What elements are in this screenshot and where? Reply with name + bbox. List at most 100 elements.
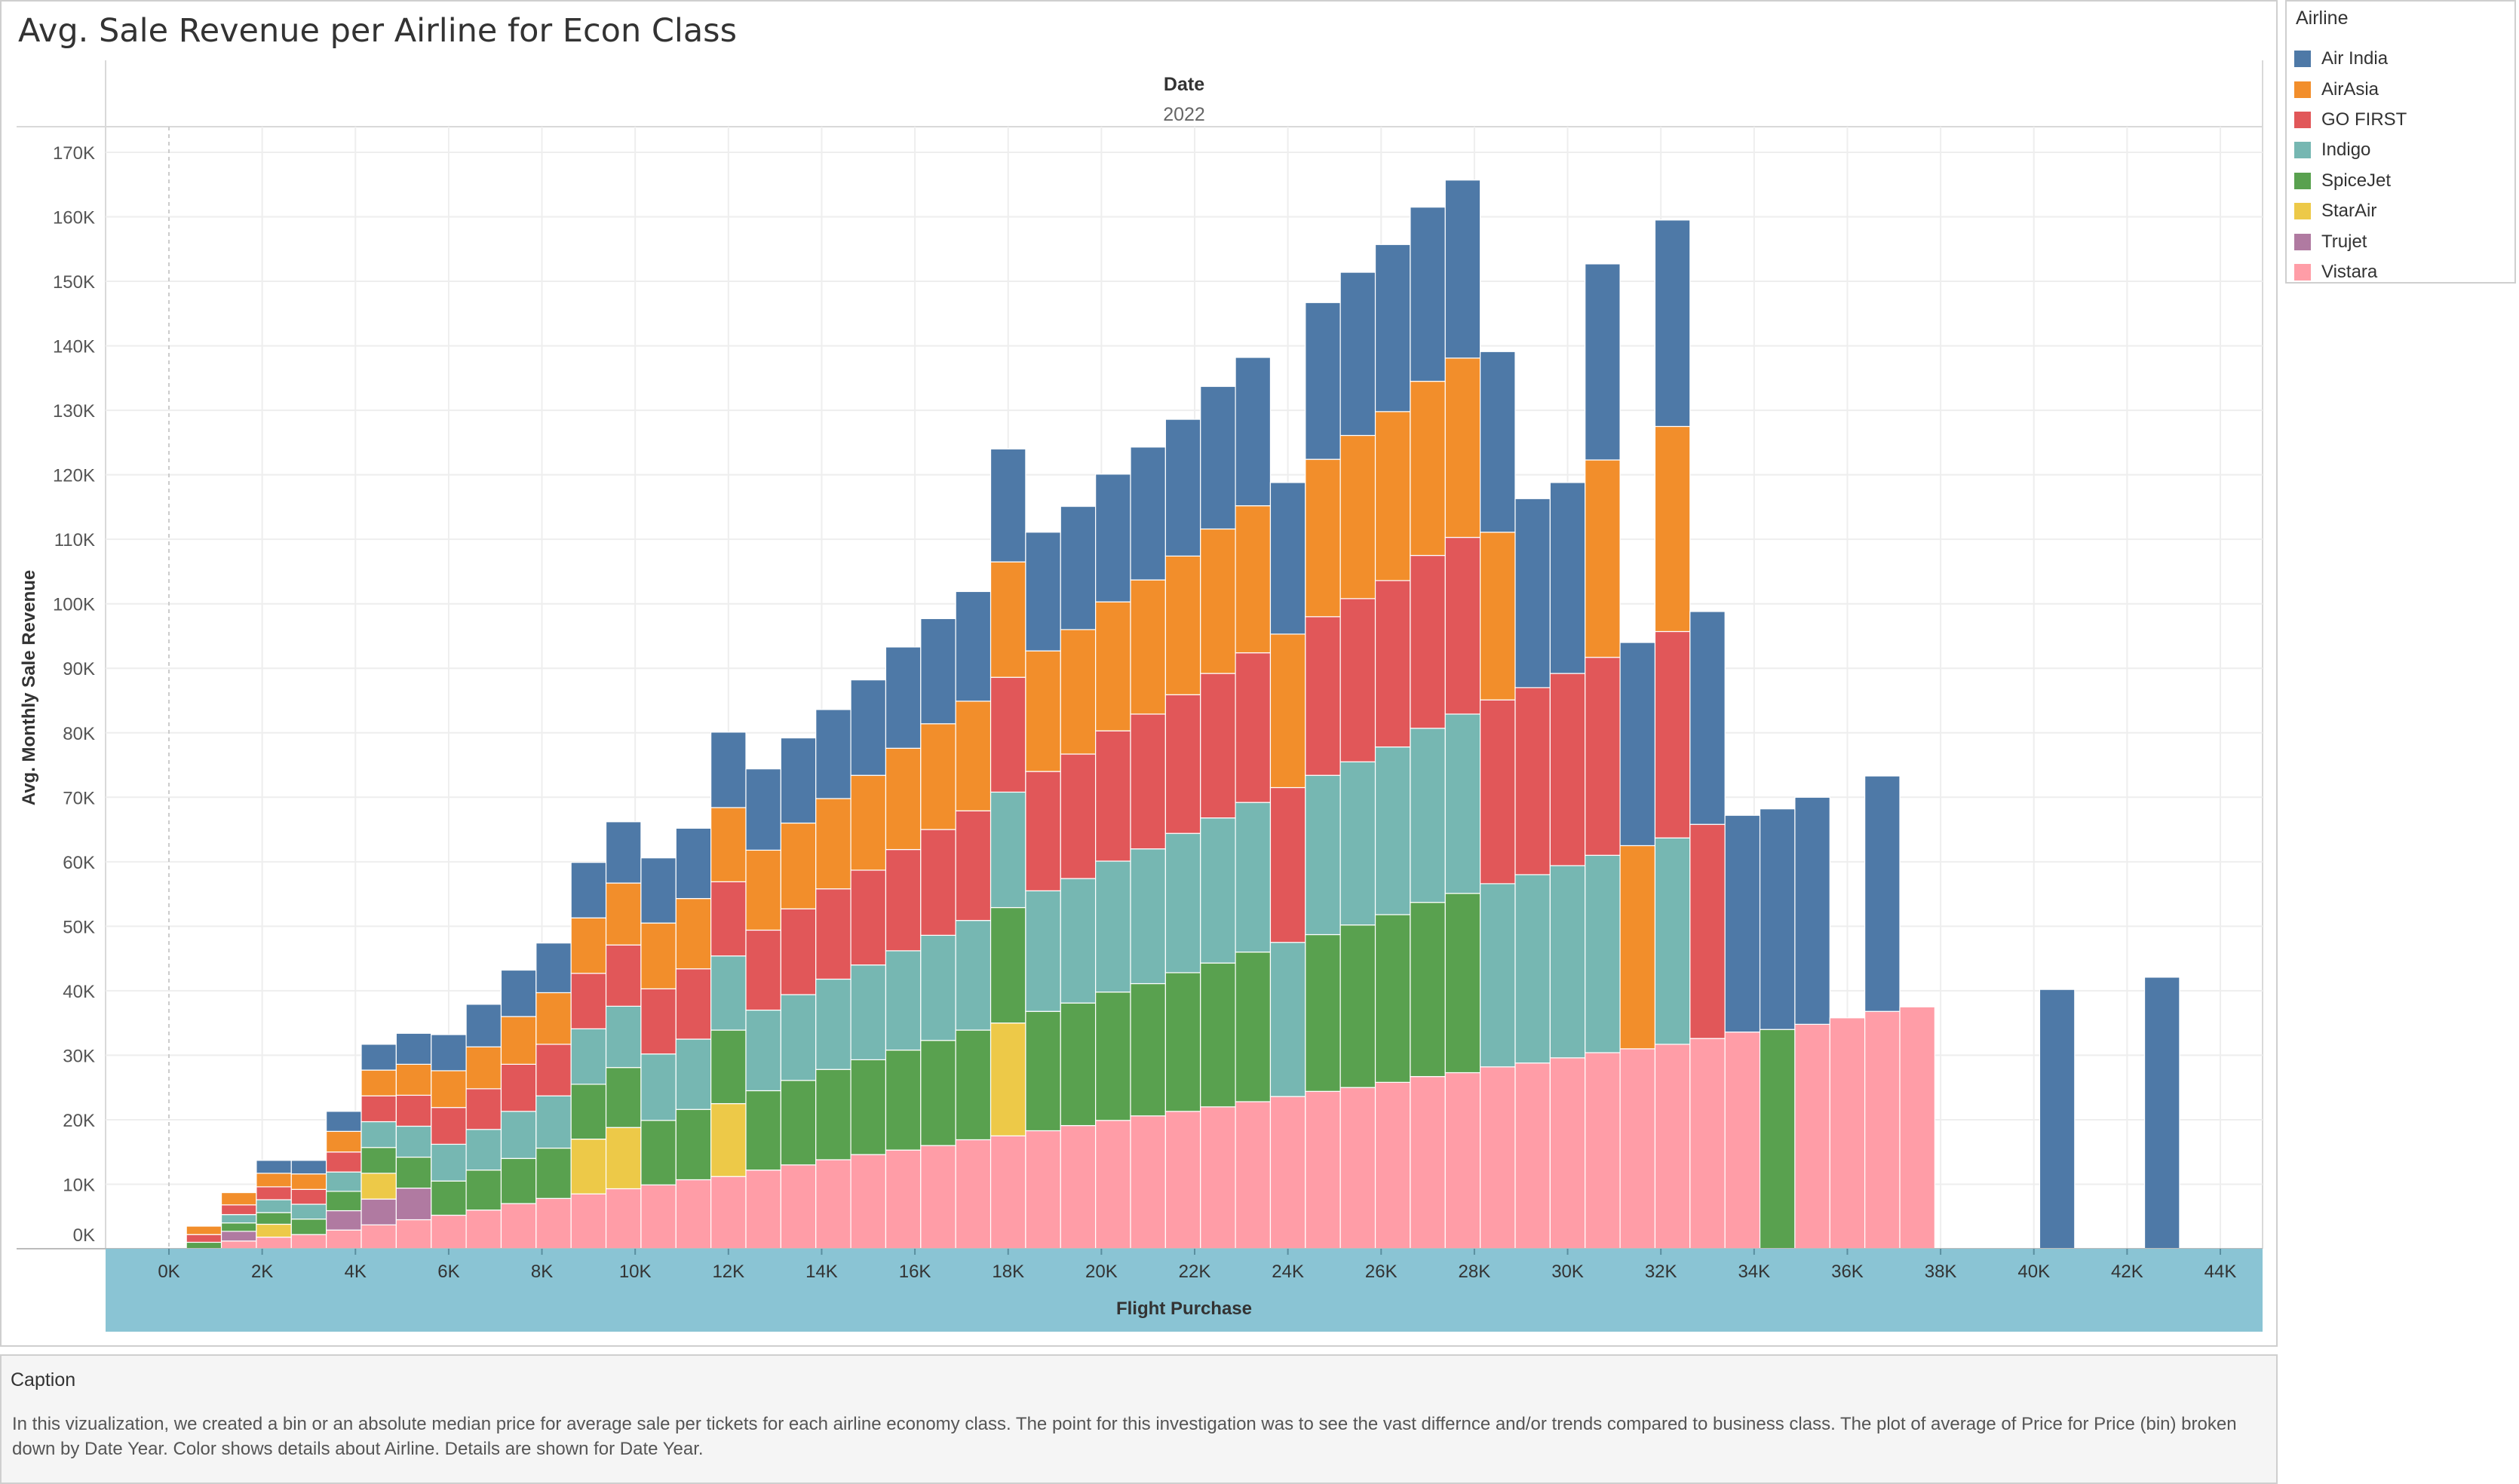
y-tick-label: 50K [63,917,95,937]
bar-segment-air-india [500,969,537,1017]
x-tick-label: 12K [712,1262,744,1282]
bar-segment-go-first [745,929,781,1011]
bar-segment-airasia [1480,532,1516,701]
bar-segment-vistara [1480,1066,1516,1249]
bar-segment-air-india [395,1032,432,1065]
bar-segment-indigo [1235,802,1272,953]
bar-segment-airasia [465,1046,502,1090]
bar-segment-go-first [1689,823,1726,1039]
bar-segment-airasia [1374,411,1411,581]
legend-item[interactable]: StarAir [2293,196,2407,226]
bar-segment-vistara [1269,1096,1306,1249]
bar-segment-indigo [745,1009,781,1092]
bar-segment-go-first [1025,771,1061,891]
legend-item[interactable]: Trujet [2293,226,2407,256]
bar-segment-spicejet [710,1029,747,1105]
bar-segment-go-first [885,848,922,952]
bar-segment-airasia [186,1225,222,1235]
bar-segment-indigo [1095,860,1131,993]
bar-segment-air-india [955,590,992,702]
bar-segment-air-india [1480,351,1516,533]
bar-segment-go-first [815,888,851,980]
bar-segment-air-india [675,827,712,900]
bar-segment-airasia [1444,357,1481,538]
bar-segment-spicejet [989,906,1026,1024]
bar-segment-air-india [850,679,887,776]
bar-segment-vistara [1339,1087,1376,1249]
legend-label: Trujet [2321,231,2367,252]
bar-segment-air-india [605,821,642,884]
legend-item[interactable]: SpiceJet [2293,166,2407,196]
legend-label: SpiceJet [2321,170,2392,191]
x-tick-label: 20K [1085,1262,1118,1282]
legend-item[interactable]: AirAsia [2293,74,2407,104]
y-tick-label: 40K [63,982,95,1002]
bar-segment-indigo [780,994,817,1081]
bar-segment-air-india [1410,207,1446,382]
legend-item[interactable]: Air India [2293,44,2407,74]
bar-segment-air-india [920,618,956,725]
bar-segment-indigo [395,1125,432,1158]
bar-segment-starair [605,1127,642,1190]
y-tick-label: 100K [53,595,95,615]
bar-segment-go-first [535,1044,572,1096]
bar-segment-go-first [1480,699,1516,885]
bar-segment-go-first [780,908,817,995]
legend-item[interactable]: GO FIRST [2293,105,2407,135]
bar-segment-vistara [1829,1017,1866,1249]
bar-segment-air-india [1619,642,1656,847]
bar-segment-indigo [640,1053,677,1121]
bar-segment-airasia [220,1191,257,1206]
bar-segment-air-india [1269,482,1306,635]
bar-segment-go-first [1374,580,1411,748]
x-tick-label: 8K [531,1262,553,1282]
bar-segment-go-first [1654,630,1691,839]
bar-segment-indigo [920,934,956,1041]
bar-segment-air-india [1339,271,1376,437]
bar-segment-vistara [1794,1023,1830,1249]
legend-item[interactable]: Vistara [2293,257,2407,287]
bar-segment-go-first [675,968,712,1040]
bar-segment-indigo [885,950,922,1051]
bar-segment-air-india [1864,775,1901,1012]
bar-segment-air-india [1724,814,1761,1033]
bar-segment-spicejet [431,1180,467,1216]
bar-segment-indigo [431,1143,467,1182]
bar-segment-vistara [1305,1090,1341,1249]
bar-segment-airasia [1339,434,1376,599]
bar-segment-spicejet [640,1120,677,1185]
bar-segment-spicejet [1095,991,1131,1121]
bar-segment-indigo [220,1214,257,1224]
bar-segment-indigo [1480,883,1516,1068]
bar-segment-vistara [1095,1120,1131,1249]
bar-segment-vistara [605,1188,642,1249]
bar-segment-vistara [885,1149,922,1249]
bar-segment-spicejet [1339,924,1376,1088]
bar-segment-airasia [431,1070,467,1108]
bar-segment-go-first [710,881,747,957]
bar-segment-go-first [1549,673,1586,866]
bar-segment-indigo [1269,942,1306,1097]
legend-item[interactable]: Indigo [2293,135,2407,165]
x-tick-label: 6K [437,1262,459,1282]
bar-segment-airasia [535,992,572,1045]
bar-segment-go-first [1235,652,1272,803]
bar-segment-air-india [1374,244,1411,412]
x-tick-label: 0K [158,1262,179,1282]
bar-segment-vistara [1585,1052,1621,1249]
bar-segment-go-first [1444,537,1481,715]
bar-segment-air-india [2039,989,2076,1249]
column-header-label: Date [1164,74,1204,95]
y-tick-label: 170K [53,143,95,164]
bar-segment-airasia [1305,458,1341,618]
bar-segment-vistara [1374,1081,1411,1249]
bar-segment-airasia [710,807,747,882]
bar-segment-starair [570,1138,607,1194]
bar-segment-air-india [256,1160,292,1174]
bar-segment-indigo [1549,865,1586,1059]
bar-segment-air-india [1689,611,1726,825]
x-tick-label: 42K [2111,1262,2143,1282]
bar-segment-indigo [955,920,992,1031]
bar-segment-spicejet [1130,983,1166,1117]
bar-segment-spicejet [1060,1002,1097,1127]
